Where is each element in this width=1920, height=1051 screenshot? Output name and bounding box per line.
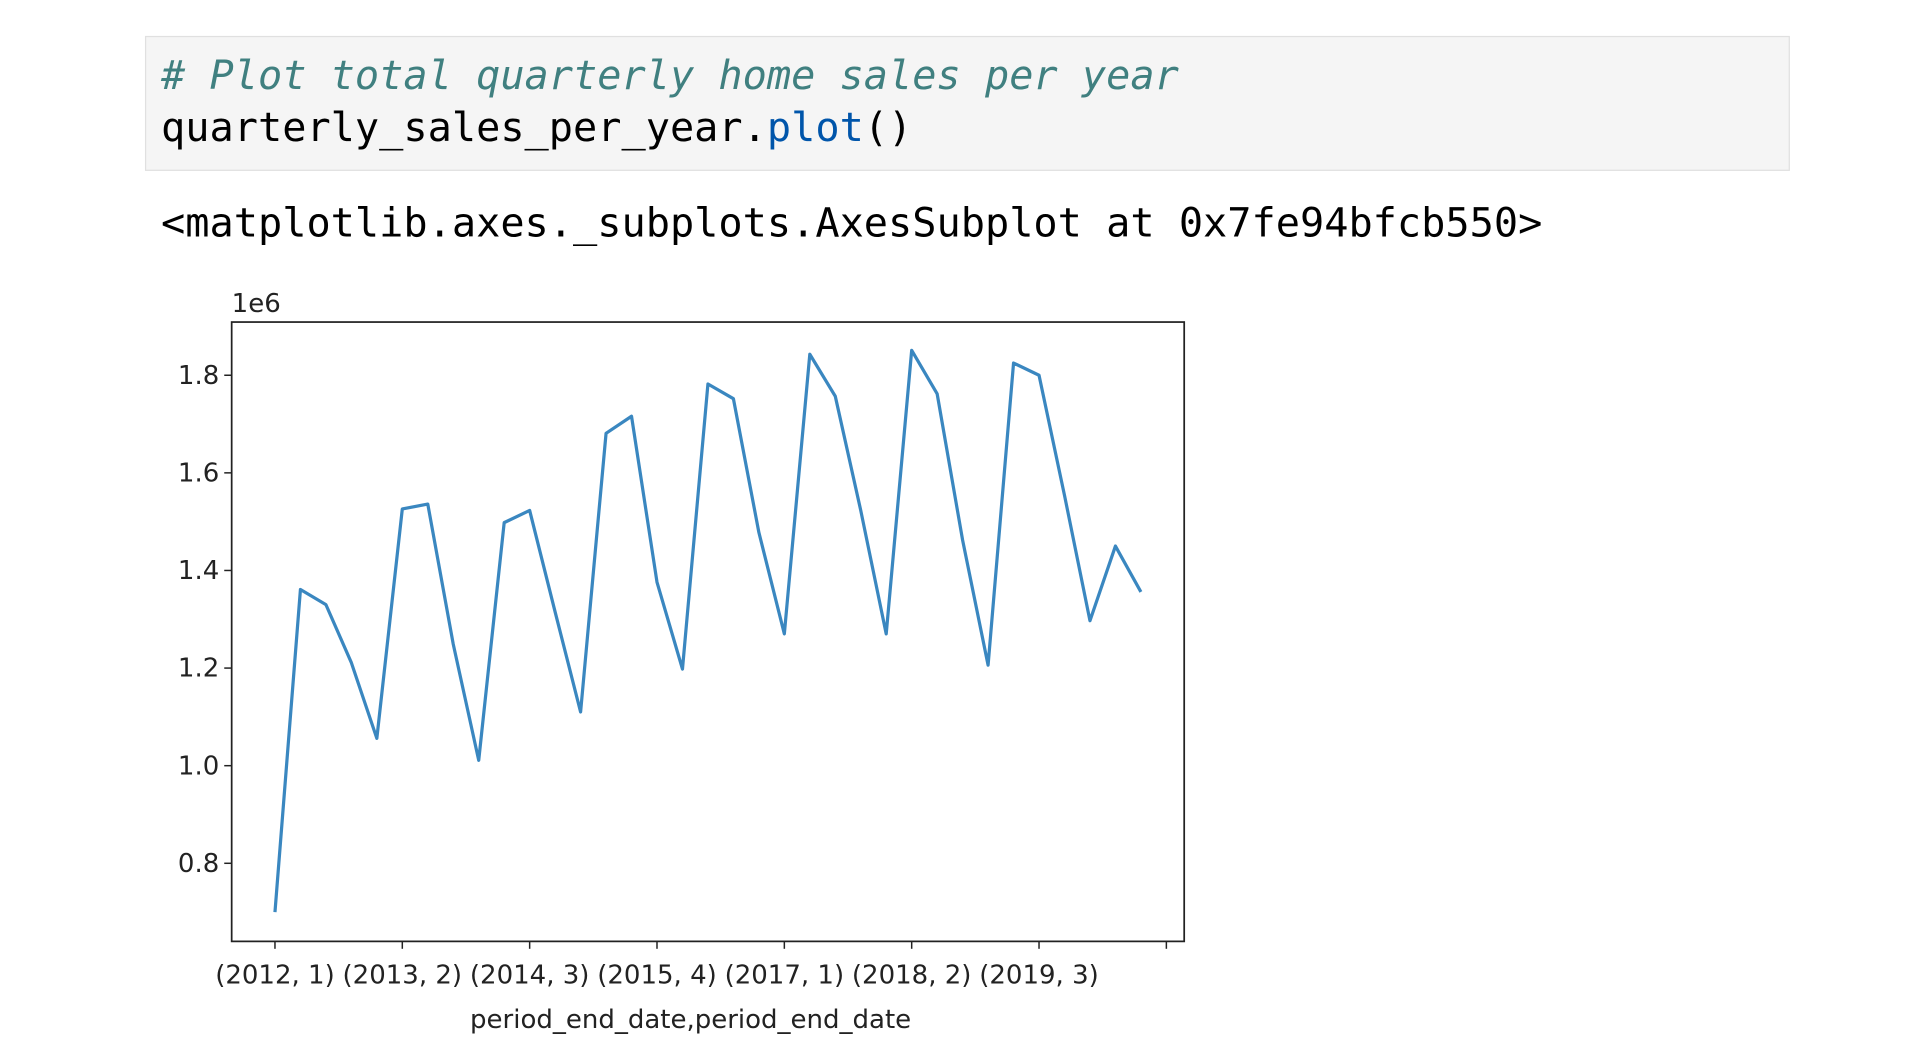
x-tick-label: (2017, 1) bbox=[725, 960, 845, 990]
x-axis-label: period_end_date,period_end_date bbox=[470, 1005, 911, 1035]
code-method: plot bbox=[767, 105, 864, 151]
code-args: () bbox=[864, 105, 912, 151]
x-tick-label: (2012, 1) bbox=[215, 960, 335, 990]
data-line bbox=[273, 348, 1143, 913]
y-tick-label: 1.2 bbox=[178, 654, 219, 684]
x-tick-label: (2013, 2) bbox=[343, 960, 463, 990]
code-comment: # Plot total quarterly home sales per ye… bbox=[160, 53, 1179, 99]
y-tick-label: 1.4 bbox=[178, 556, 219, 586]
x-tick-label: (2015, 4) bbox=[597, 960, 717, 990]
y-offset-label: 1e6 bbox=[232, 289, 281, 319]
cell-output: <matplotlib.axes._subplots.AxesSubplot a… bbox=[161, 201, 1542, 247]
x-tick-label: (2014, 3) bbox=[470, 960, 590, 990]
chart: 0.81.01.21.41.61.8(2012, 1) (2013, 2) (201… bbox=[178, 289, 1186, 1035]
y-tick-label: 1.0 bbox=[178, 751, 219, 781]
x-tick-label: (2018, 2) bbox=[852, 960, 972, 990]
code-object: quarterly_sales_per_year. bbox=[161, 105, 767, 151]
plot-frame bbox=[230, 321, 1186, 943]
y-tick-label: 1.8 bbox=[178, 361, 219, 391]
code-line: quarterly_sales_per_year.plot() bbox=[161, 105, 912, 151]
x-tick-label: (2019, 3) bbox=[979, 960, 1099, 990]
code-cell[interactable] bbox=[144, 35, 1790, 171]
y-tick-label: 1.6 bbox=[178, 459, 219, 489]
y-tick-label: 0.8 bbox=[178, 849, 219, 879]
